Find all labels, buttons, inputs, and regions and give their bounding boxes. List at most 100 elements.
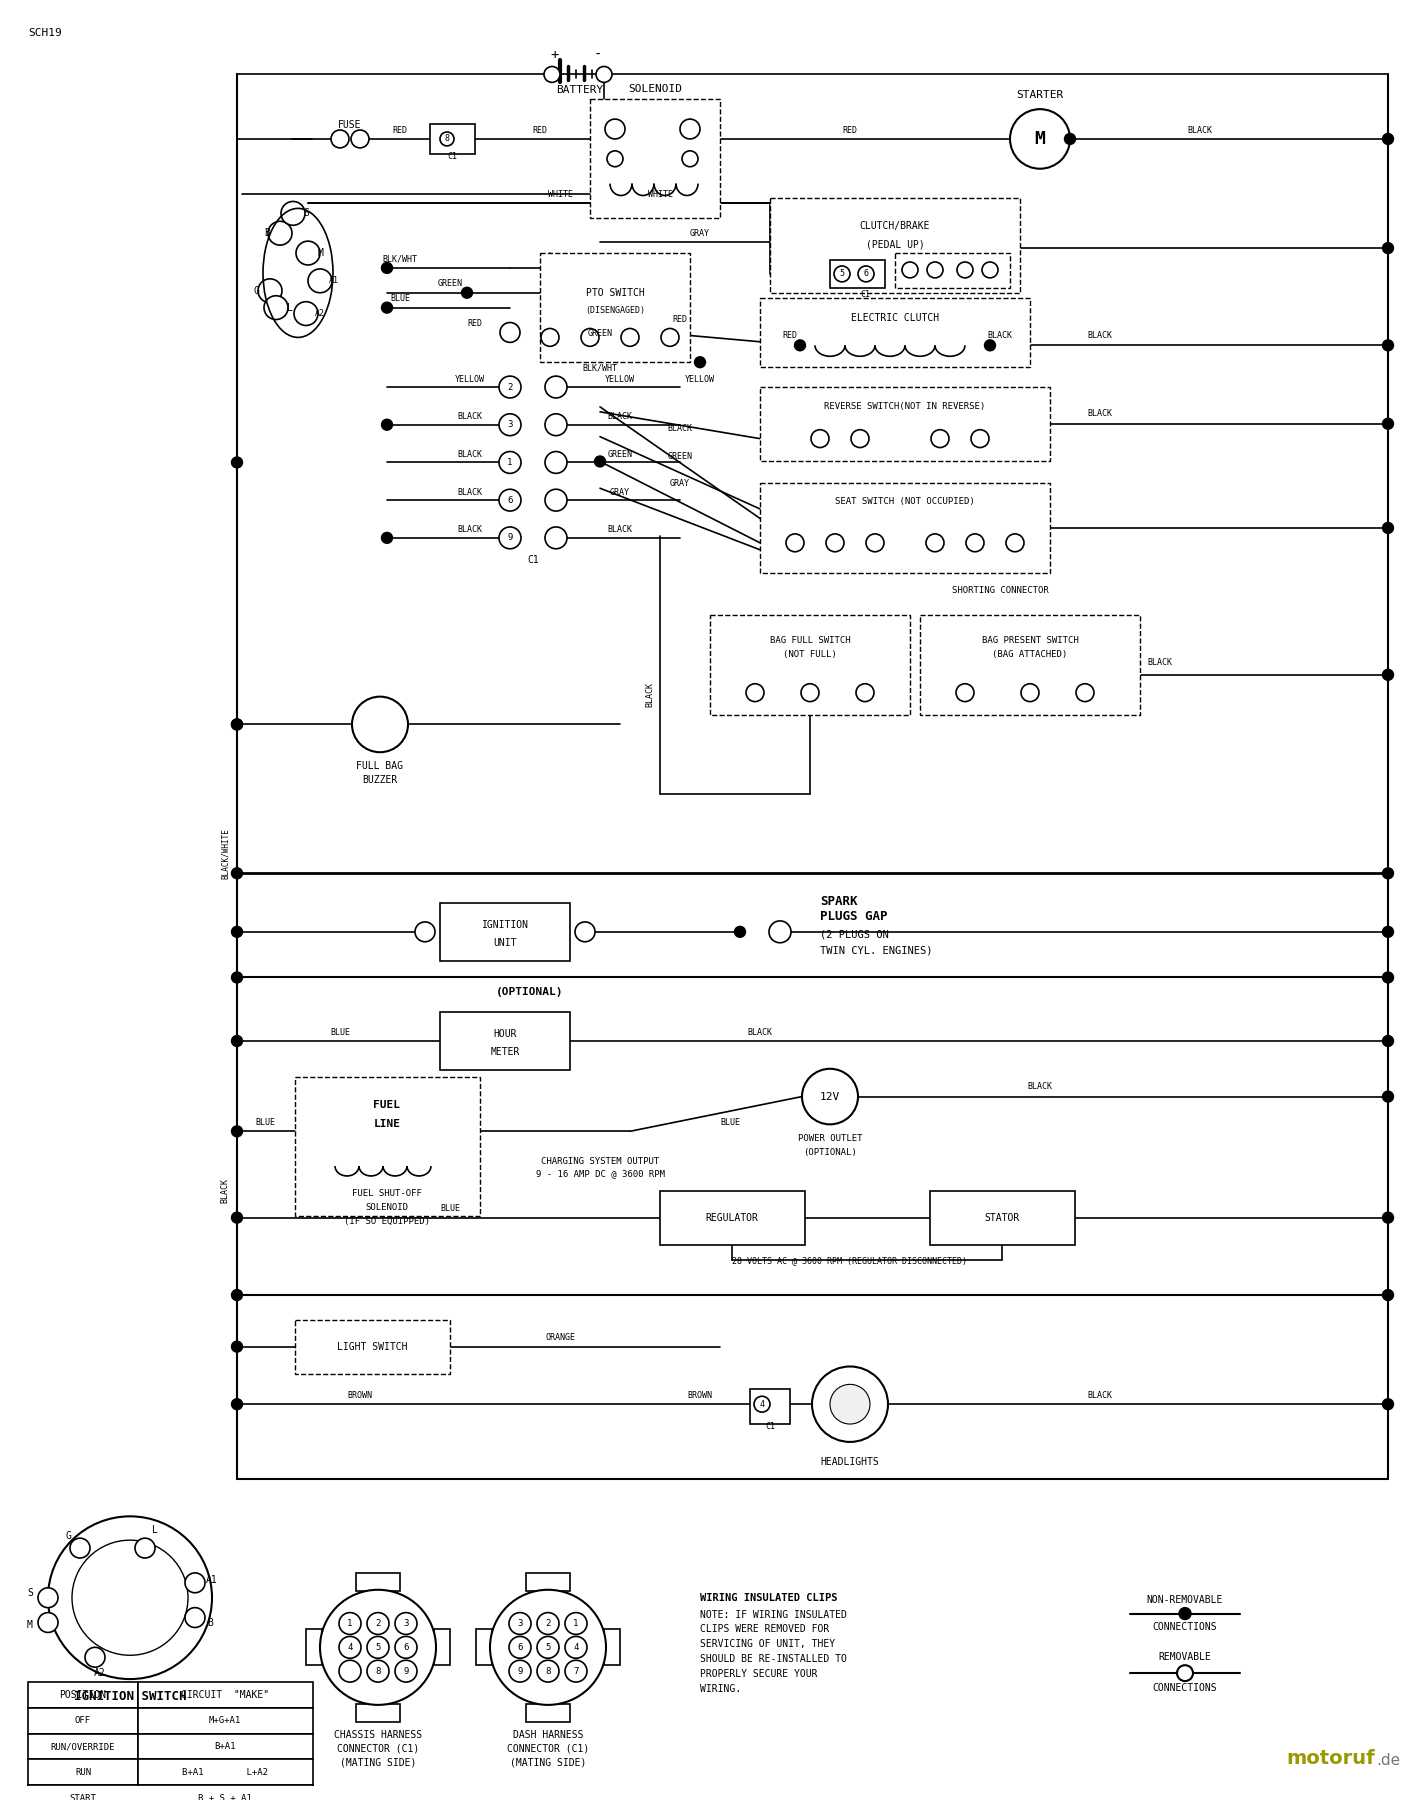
Bar [296,1076,480,1215]
Text: WHITE: WHITE [648,191,673,200]
Circle shape [769,922,791,943]
Text: GRAY: GRAY [610,488,629,497]
Circle shape [268,221,291,245]
Text: (OPTIONAL): (OPTIONAL) [803,1148,857,1157]
Text: NON-REMOVABLE: NON-REMOVABLE [1146,1595,1224,1604]
Text: BLACK: BLACK [607,526,632,535]
Circle shape [829,1384,870,1424]
Text: RED: RED [842,126,857,135]
Text: S: S [27,1588,32,1598]
Bar [138,1759,313,1786]
Text: 3: 3 [507,419,513,428]
Circle shape [545,414,567,436]
Circle shape [308,268,332,293]
Text: 2: 2 [376,1618,380,1627]
Text: RED: RED [783,331,797,340]
Circle shape [565,1660,587,1681]
Text: BLACK: BLACK [987,331,1012,340]
Circle shape [981,263,998,277]
Circle shape [231,1341,242,1352]
Circle shape [490,1589,605,1705]
Text: START: START [69,1793,96,1800]
Text: FUEL SHUT-OFF: FUEL SHUT-OFF [352,1190,422,1199]
Circle shape [545,376,567,398]
Text: CIRCUIT  "MAKE": CIRCUIT "MAKE" [182,1690,269,1699]
Text: 28 VOLTS AC @ 3600 RPM (REGULATOR DISCONNECTED): 28 VOLTS AC @ 3600 RPM (REGULATOR DISCON… [732,1256,967,1265]
Text: RED: RED [673,315,687,324]
Text: BLUE: BLUE [719,1118,741,1127]
Text: B+A1: B+A1 [214,1742,235,1751]
Text: FUEL: FUEL [373,1100,400,1109]
Text: ORANGE: ORANGE [545,1334,574,1343]
Text: FULL BAG: FULL BAG [356,761,404,770]
Circle shape [439,131,453,146]
Text: 8: 8 [545,1667,551,1676]
Circle shape [735,927,745,938]
Text: .de: .de [1376,1753,1400,1768]
Text: BLACK: BLACK [1087,409,1112,418]
Circle shape [184,1573,206,1593]
Circle shape [926,263,943,277]
Circle shape [320,1589,436,1705]
Text: RUN: RUN [75,1768,92,1777]
Text: GRAY: GRAY [690,229,710,238]
Text: 1: 1 [348,1618,352,1627]
Circle shape [1383,927,1394,938]
Text: RUN/OVERRIDE: RUN/OVERRIDE [51,1742,115,1751]
Text: POSITION: POSITION [59,1690,107,1699]
Text: A1: A1 [206,1575,218,1584]
Text: G: G [65,1532,70,1541]
Bar [895,254,1010,288]
Circle shape [1005,535,1024,553]
Text: 9: 9 [517,1667,522,1676]
Circle shape [367,1660,389,1681]
Text: BLUE: BLUE [255,1118,275,1127]
Circle shape [38,1613,58,1633]
Text: BLACK: BLACK [645,682,655,707]
Circle shape [184,1607,206,1627]
Circle shape [811,430,829,448]
Text: (MATING SIDE): (MATING SIDE) [339,1757,417,1768]
Circle shape [972,430,988,448]
Bar [919,616,1140,715]
Bar [760,297,1031,367]
Text: 5: 5 [839,270,845,279]
Text: WHITE: WHITE [548,191,573,200]
Bar [356,1705,400,1723]
Circle shape [957,263,973,277]
Text: M: M [318,248,324,257]
Text: BLACK: BLACK [1087,331,1112,340]
Circle shape [605,119,625,139]
Text: M: M [27,1620,32,1631]
Circle shape [984,340,995,351]
Circle shape [801,684,819,702]
Bar [770,198,1019,293]
Text: WIRING INSULATED CLIPS: WIRING INSULATED CLIPS [700,1593,838,1602]
Circle shape [786,535,804,553]
Text: 12V: 12V [819,1091,841,1102]
Circle shape [498,414,521,436]
Circle shape [382,263,393,274]
Text: 4: 4 [348,1643,352,1652]
Circle shape [543,67,560,83]
Bar [356,1573,400,1591]
Circle shape [1177,1665,1193,1681]
Circle shape [231,718,242,729]
Text: 2: 2 [545,1618,551,1627]
Bar [660,1192,805,1246]
Circle shape [339,1613,360,1634]
Text: GRAY: GRAY [670,479,690,488]
Circle shape [834,266,850,283]
Text: 6: 6 [507,495,513,504]
Circle shape [38,1588,58,1607]
Text: REMOVABLE: REMOVABLE [1159,1652,1211,1661]
Circle shape [231,457,242,468]
Circle shape [382,302,393,313]
Circle shape [1064,133,1076,144]
Text: PLUGS GAP: PLUGS GAP [819,911,887,923]
Text: SHOULD BE RE-INSTALLED TO: SHOULD BE RE-INSTALLED TO [700,1654,846,1665]
Text: 9: 9 [507,533,513,542]
Text: 5: 5 [376,1643,380,1652]
Circle shape [1383,868,1394,878]
Circle shape [1383,243,1394,254]
